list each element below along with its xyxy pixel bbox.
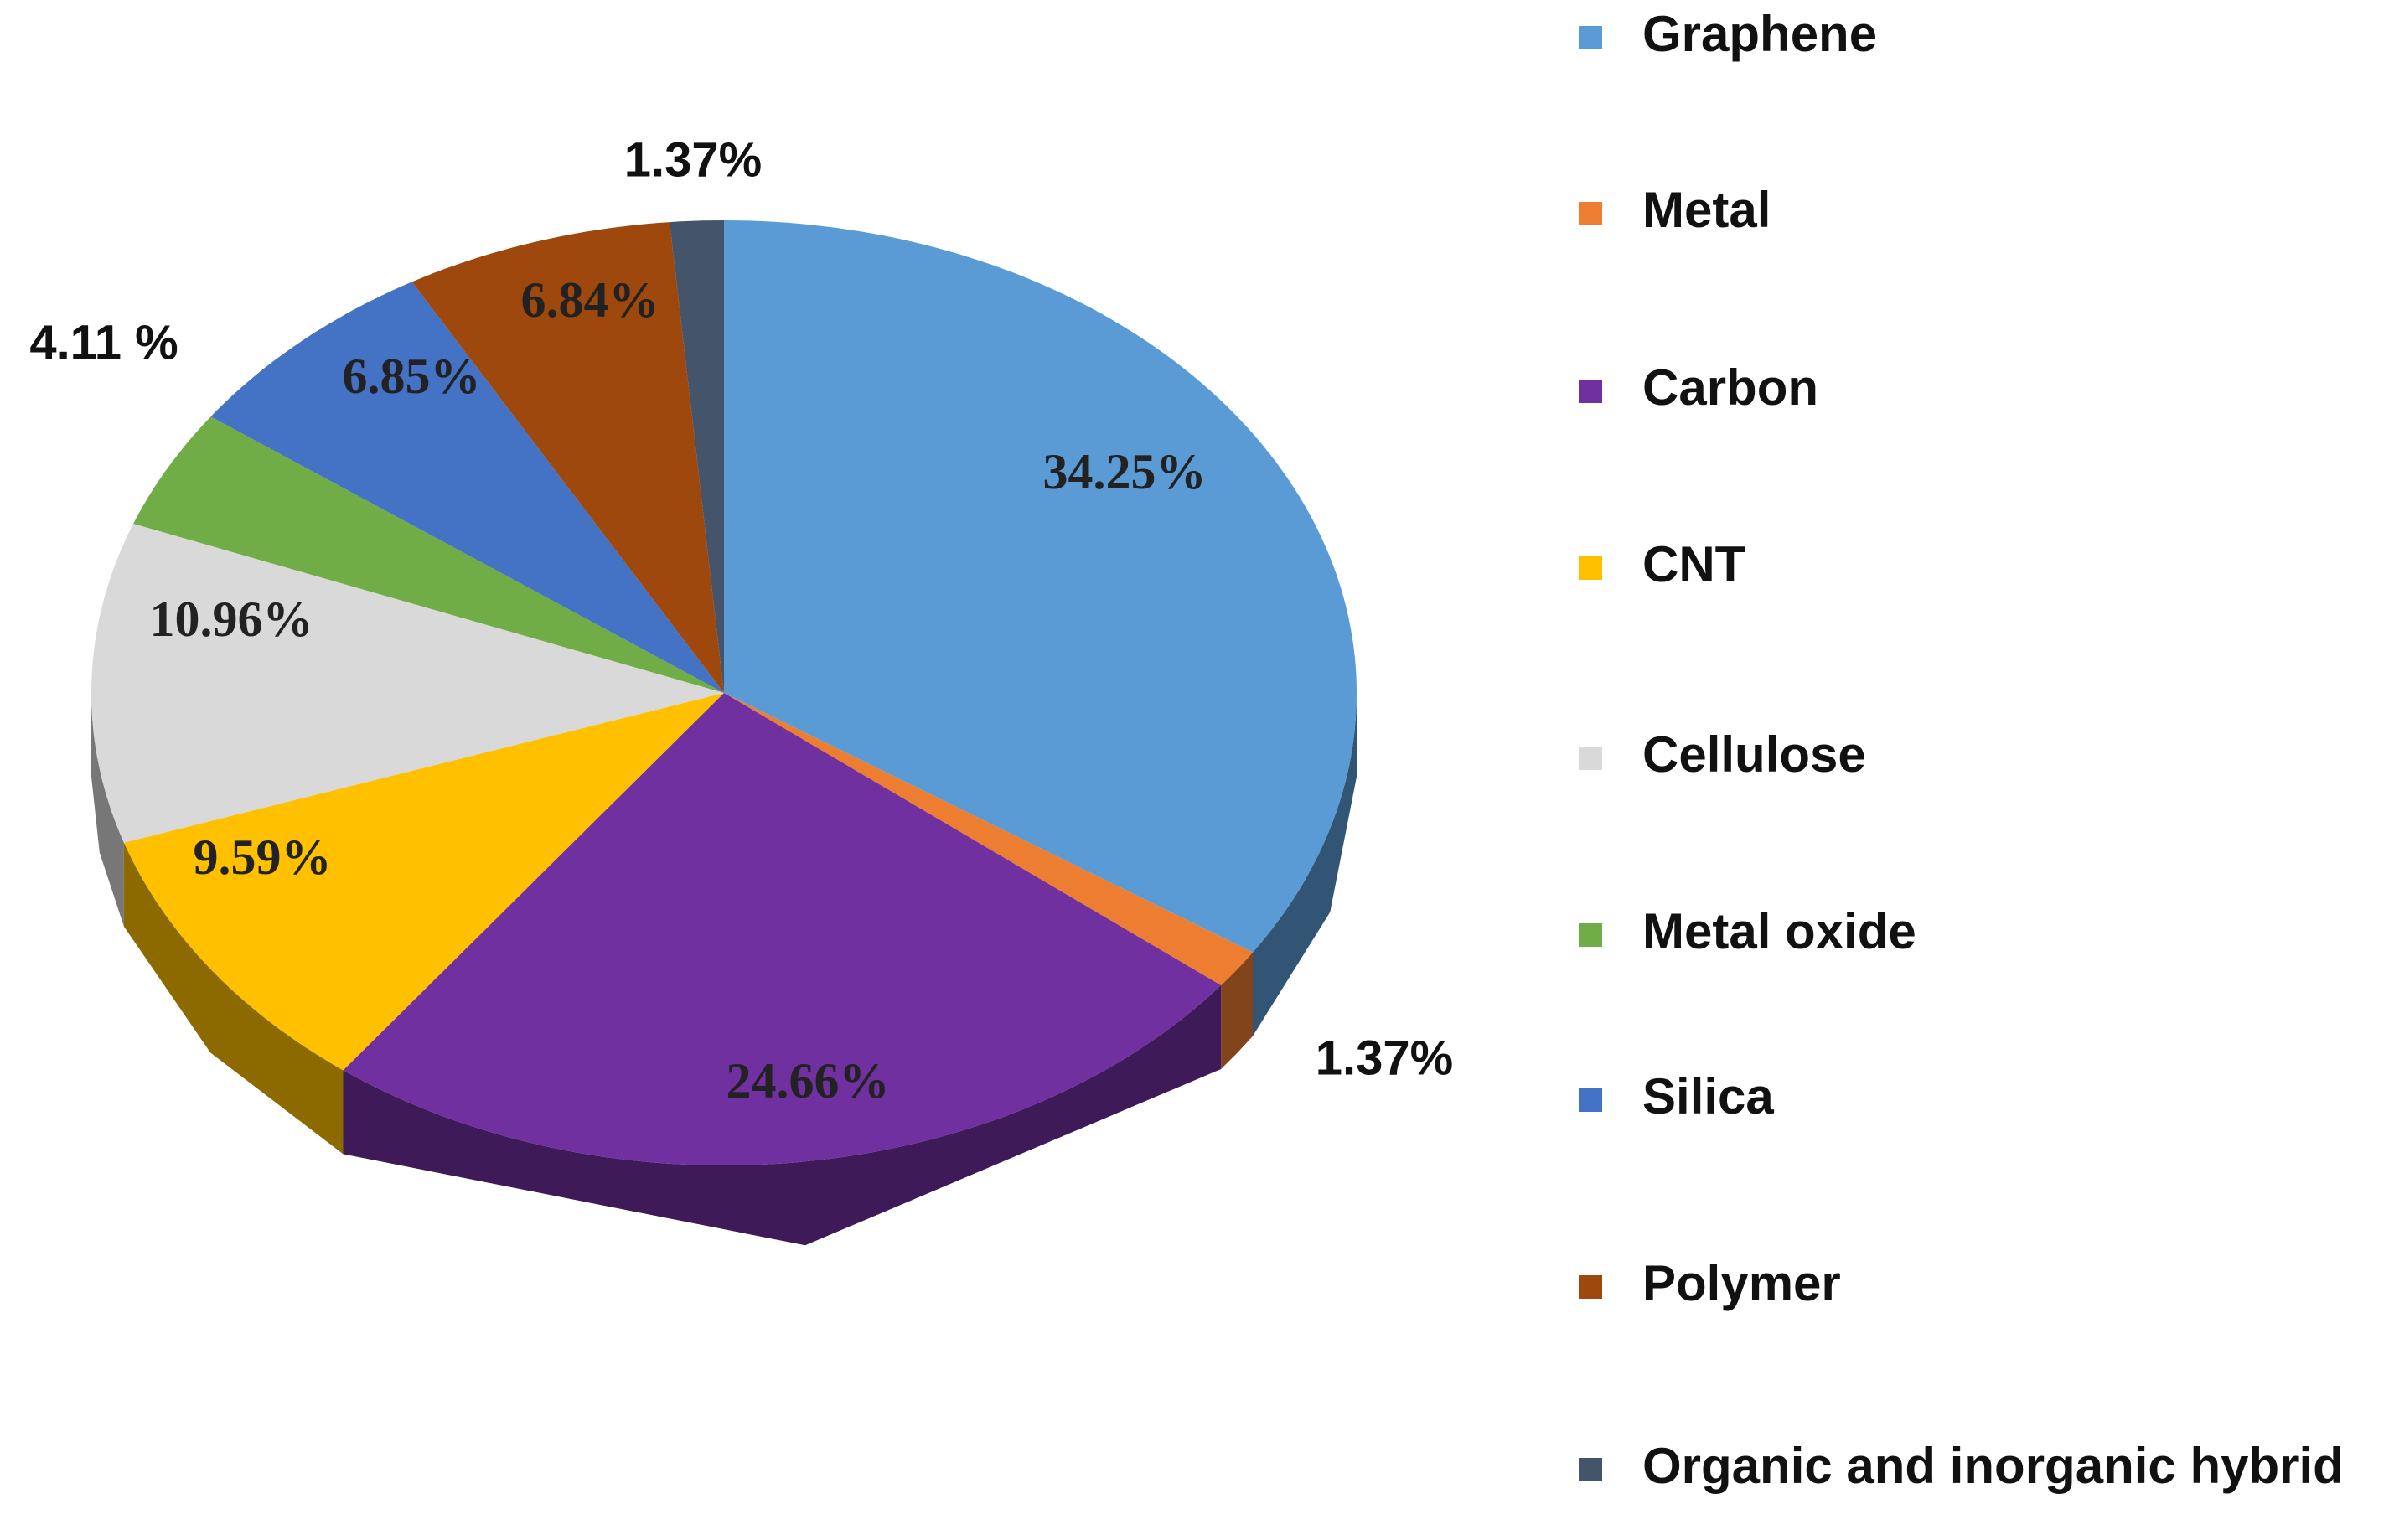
slice-side <box>1253 693 1357 1036</box>
value-label: 24.66% <box>727 1053 890 1108</box>
slice-side <box>91 693 124 927</box>
legend-label: Carbon <box>1642 359 1818 416</box>
value-label: 6.84% <box>521 272 659 328</box>
value-label: 34.25% <box>1043 444 1207 499</box>
legend-label: CNT <box>1642 536 1745 592</box>
legend-label: Polymer <box>1642 1255 1841 1311</box>
legend-label: Cellulose <box>1642 726 1866 783</box>
value-label: 10.96% <box>150 592 313 647</box>
slice <box>411 222 724 694</box>
slice <box>724 693 1253 985</box>
legend-label: Metal oxide <box>1642 903 1916 959</box>
value-label: 1.37% <box>1316 1031 1453 1085</box>
legend-swatch <box>1579 556 1602 580</box>
slice <box>724 220 1357 953</box>
legend-label: Metal <box>1642 182 1771 238</box>
legend-swatch <box>1579 747 1602 770</box>
slice-side <box>1221 952 1253 1069</box>
value-label: 9.59% <box>194 829 332 885</box>
legend-swatch <box>1579 26 1602 49</box>
slice <box>210 282 724 693</box>
value-label: 4.11 % <box>29 315 178 369</box>
slice-side <box>343 985 1222 1246</box>
legend-swatch <box>1579 202 1602 225</box>
legend-swatch <box>1579 380 1602 403</box>
legend-swatch <box>1579 923 1602 947</box>
slice-side <box>123 842 344 1155</box>
legend-swatch <box>1579 1275 1602 1299</box>
slice <box>133 416 725 693</box>
legend-label: Silica <box>1642 1068 1774 1124</box>
value-label: 6.85% <box>343 349 481 404</box>
value-label: 1.37% <box>624 132 762 187</box>
slice <box>123 693 724 1071</box>
slice <box>670 220 724 693</box>
legend-swatch <box>1579 1088 1602 1112</box>
legend-swatch <box>1579 1458 1602 1481</box>
slice <box>343 693 1222 1165</box>
legend-label: Organic and inorganic hybrid <box>1642 1438 2344 1494</box>
legend-label: Graphene <box>1642 6 1877 62</box>
slice <box>91 524 724 843</box>
